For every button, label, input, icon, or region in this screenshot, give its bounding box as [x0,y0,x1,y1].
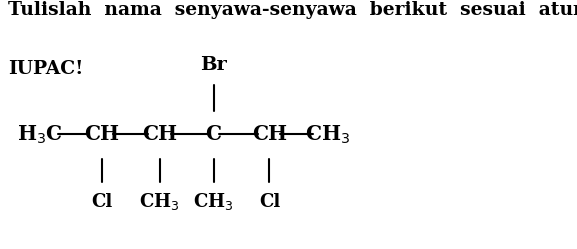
Text: Cl: Cl [91,193,112,211]
Text: H$_3$C: H$_3$C [17,123,62,146]
Text: Cl: Cl [259,193,280,211]
Text: CH: CH [142,124,177,144]
Text: IUPAC!: IUPAC! [8,60,84,78]
Text: CH$_3$: CH$_3$ [305,123,350,146]
Text: Tulislah  nama  senyawa-senyawa  berikut  sesuai  aturan: Tulislah nama senyawa-senyawa berikut se… [8,1,577,19]
Text: Br: Br [200,56,227,74]
Text: CH: CH [84,124,119,144]
Text: CH$_3$: CH$_3$ [193,191,234,212]
Text: C: C [205,124,222,144]
Text: CH: CH [252,124,287,144]
Text: CH$_3$: CH$_3$ [140,191,180,212]
